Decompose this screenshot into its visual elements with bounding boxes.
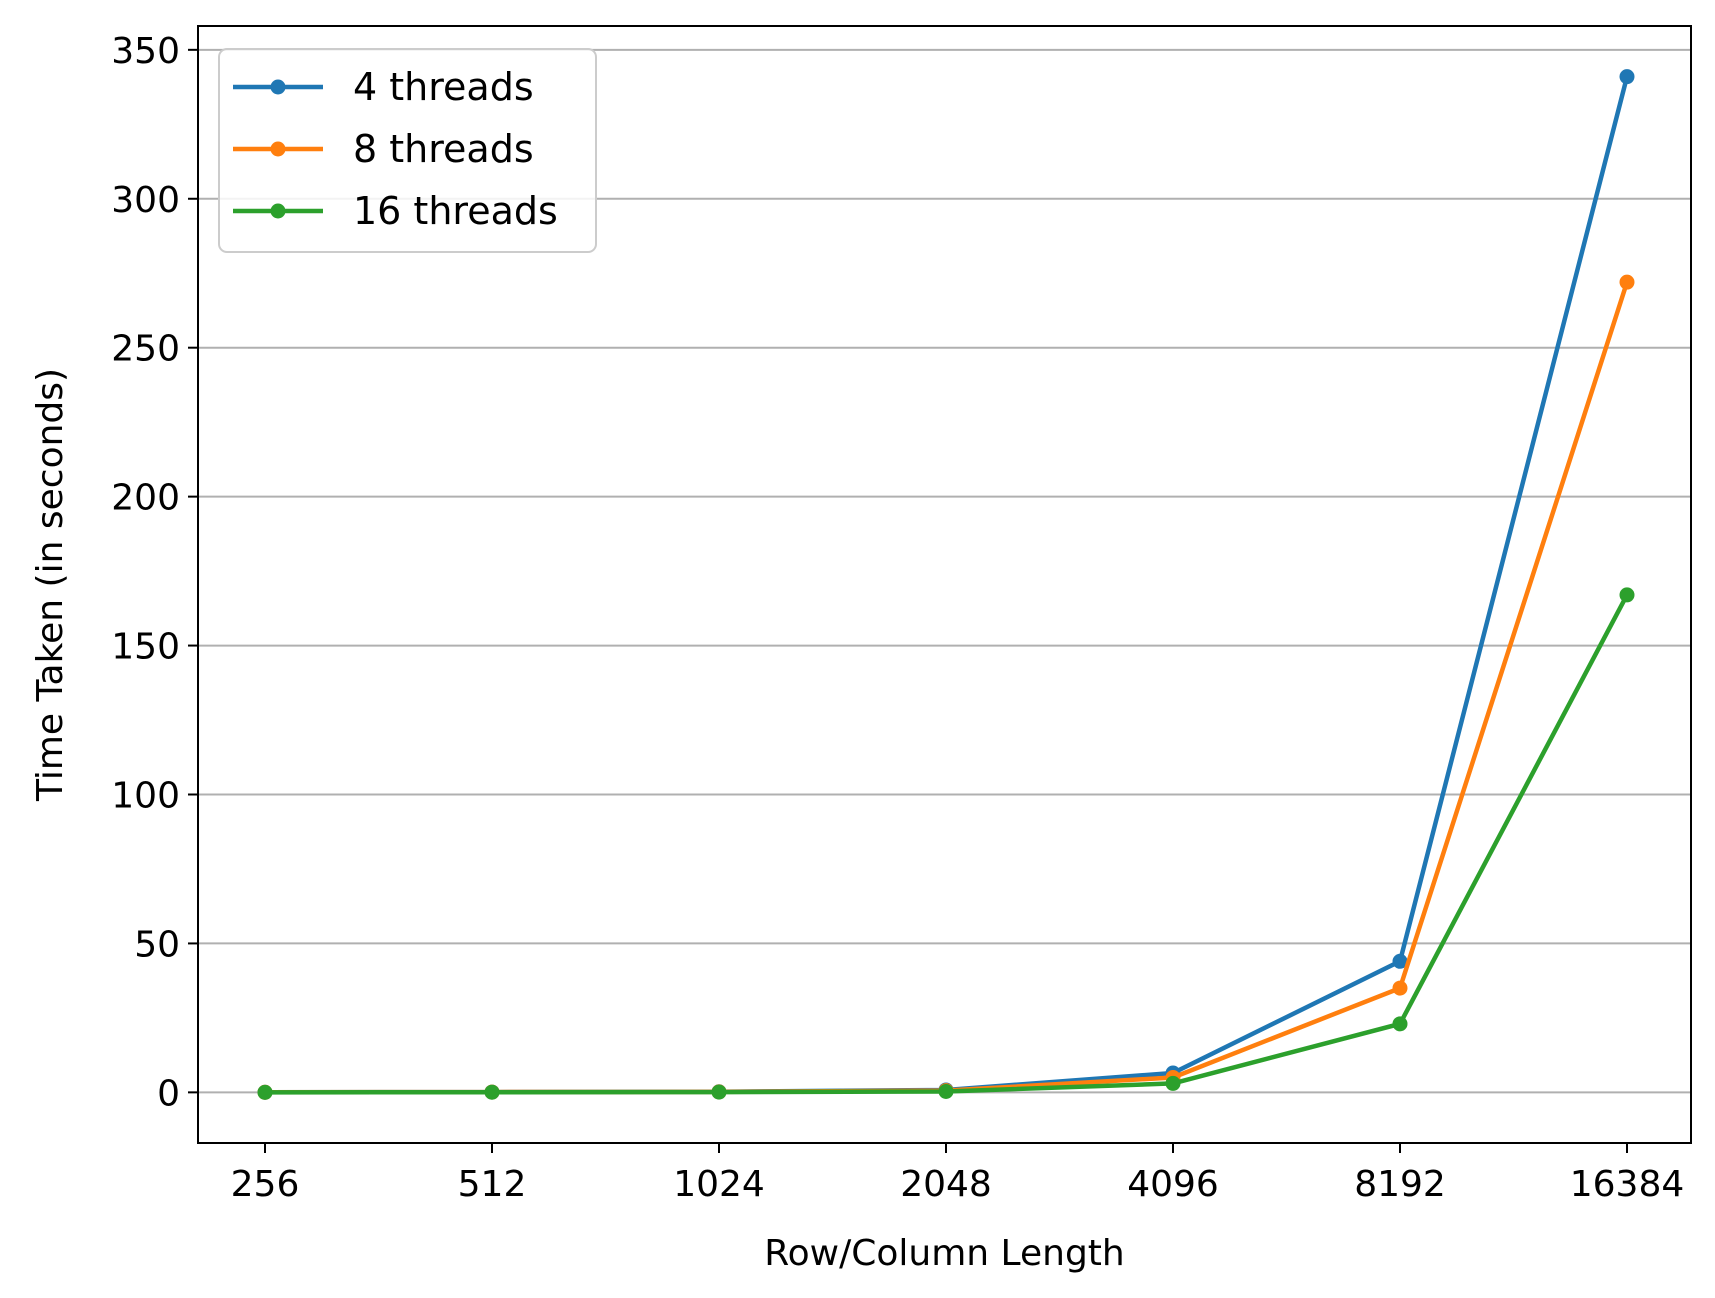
y-axis-ticks: 0 50 100 150 200 250 300 350: [111, 31, 198, 1114]
data-point-8-threads: [1619, 274, 1635, 290]
data-point-16-threads: [1619, 587, 1635, 603]
x-tick-label: 256: [231, 1164, 300, 1205]
y-tick-label: 250: [111, 329, 180, 370]
y-tick-label: 300: [111, 180, 180, 221]
data-point-16-threads: [1392, 1016, 1408, 1032]
x-axis-label: Row/Column Length: [764, 1233, 1124, 1274]
data-point-4-threads: [1392, 953, 1408, 969]
legend-marker: [270, 203, 286, 219]
legend-label: 4 threads: [353, 65, 534, 109]
legend: 4 threads 8 threads 16 threads: [218, 48, 597, 253]
data-point-16-threads: [711, 1084, 727, 1100]
y-tick-label: 0: [157, 1073, 180, 1114]
y-tick-label: 100: [111, 775, 180, 816]
y-axis-label: Time Taken (in seconds): [30, 368, 71, 802]
y-tick-label: 200: [111, 478, 180, 519]
x-tick-label: 1024: [673, 1164, 765, 1205]
y-tick-label: 50: [134, 924, 180, 965]
data-point-16-threads: [1165, 1075, 1181, 1091]
x-tick-label: 512: [458, 1164, 527, 1205]
legend-label: 8 threads: [353, 127, 534, 171]
x-tick-label: 2048: [900, 1164, 992, 1205]
data-point-16-threads: [938, 1083, 954, 1099]
series-layer: [257, 69, 1635, 1100]
legend-marker: [270, 141, 286, 157]
x-tick-label: 16384: [1570, 1164, 1685, 1205]
x-tick-label: 4096: [1127, 1164, 1219, 1205]
data-point-16-threads: [484, 1084, 500, 1100]
x-axis-ticks: 256 512 1024 2048 4096 8192 16384: [231, 1143, 1685, 1205]
data-point-8-threads: [1392, 980, 1408, 996]
legend-marker: [270, 79, 286, 95]
legend-box: [218, 48, 597, 253]
y-tick-label: 150: [111, 627, 180, 668]
legend-label: 16 threads: [353, 189, 558, 233]
data-point-16-threads: [257, 1084, 273, 1100]
x-tick-label: 8192: [1354, 1164, 1446, 1205]
plot-frame: [197, 25, 1692, 1144]
y-tick-label: 350: [111, 31, 180, 72]
data-point-4-threads: [1619, 69, 1635, 85]
